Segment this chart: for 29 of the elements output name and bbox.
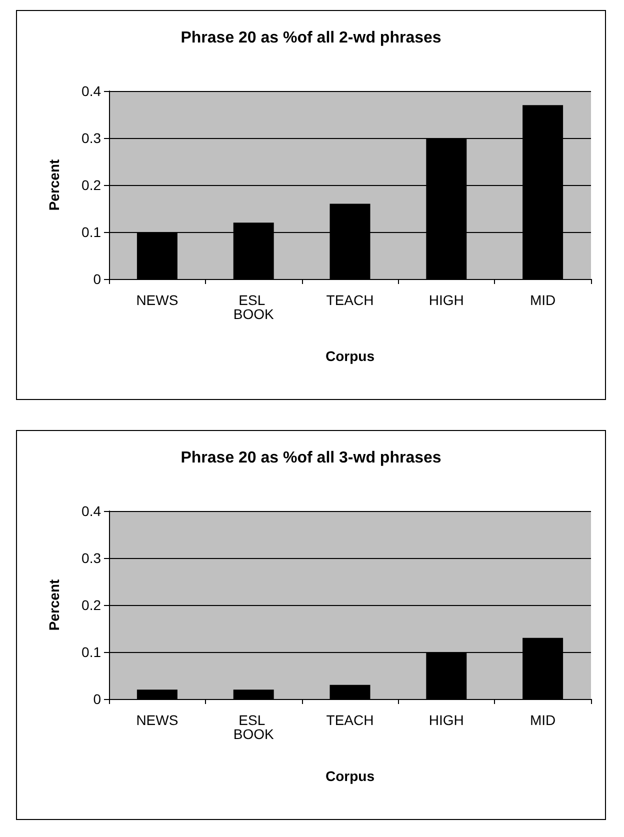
x-tick-label: NEWS xyxy=(136,712,178,728)
x-tick-label: HIGH xyxy=(428,712,464,728)
x-tick-label: ESL BOOK xyxy=(233,292,274,322)
bar xyxy=(330,684,370,699)
y-tick-label: 0.2 xyxy=(82,597,102,613)
y-tick-label: 0.2 xyxy=(82,177,102,193)
x-axis-title: Corpus xyxy=(326,768,375,784)
x-axis-title: Corpus xyxy=(326,348,375,364)
bar xyxy=(136,690,178,699)
x-tick-label: HIGH xyxy=(428,292,464,308)
y-tick-label: 0.1 xyxy=(82,224,102,240)
x-tick-label: TEACH xyxy=(326,712,374,728)
chart-title: Phrase 20 as %of all 2-wd phrases xyxy=(180,30,442,46)
x-tick-label: MID xyxy=(530,292,556,308)
y-tick-label: 0 xyxy=(93,271,102,287)
y-axis-title: Percent xyxy=(46,578,62,631)
y-tick-label: 0 xyxy=(93,691,102,707)
chart-title: Phrase 20 as %of all 3-wd phrases xyxy=(180,450,442,466)
y-tick-label: 0.3 xyxy=(82,130,102,146)
bar xyxy=(233,690,274,699)
x-tick-label: MID xyxy=(530,712,556,728)
y-tick-label: 0.1 xyxy=(82,644,102,660)
x-tick-label: NEWS xyxy=(136,292,178,308)
y-tick-label: 0.3 xyxy=(82,550,102,566)
y-axis-title: Percent xyxy=(46,158,62,211)
y-tick-label: 0.4 xyxy=(82,503,102,519)
x-tick-label: TEACH xyxy=(326,292,374,308)
y-tick-label: 0.4 xyxy=(82,83,102,99)
x-tick-label: ESL BOOK xyxy=(233,712,274,742)
